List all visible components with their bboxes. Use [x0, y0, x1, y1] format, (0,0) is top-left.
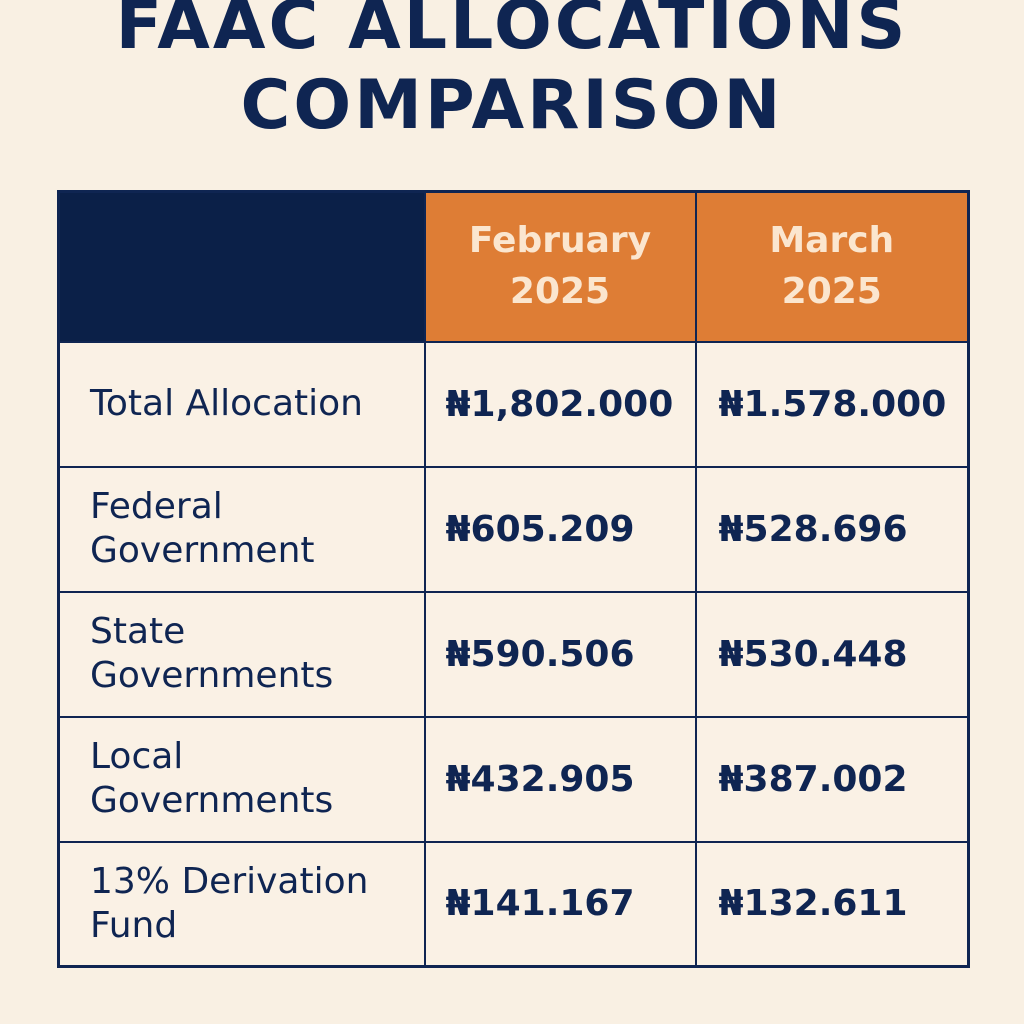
value-february: ₦1,802.000	[423, 340, 697, 468]
header-march: March 2025	[694, 190, 970, 343]
table-row: State Governments ₦590.506 ₦530.448	[57, 590, 970, 718]
table-row: 13% Derivation Fund ₦141.167 ₦132.611	[57, 840, 970, 968]
row-label-local-governments: Local Governments	[57, 715, 426, 843]
table-row: Federal Government ₦605.209 ₦528.696	[57, 465, 970, 593]
header-march-year: 2025	[781, 270, 882, 312]
value-march: ₦387.002	[694, 715, 970, 843]
row-label-line: 13% Derivation	[90, 860, 369, 902]
row-label-line: State	[90, 611, 186, 653]
page-title: FAAC ALLOCATIONS	[115, 0, 909, 65]
header-february-month: February	[468, 220, 652, 262]
value-march: ₦528.696	[694, 465, 970, 593]
row-label-line: Governments	[90, 655, 334, 696]
header-blank-cell	[57, 190, 426, 343]
allocation-table: February 2025 March 2025 Total Allocatio…	[57, 190, 970, 968]
page-title-line2: COMPARISON	[240, 66, 784, 145]
row-label-state-governments: State Governments	[57, 590, 426, 718]
table-row: Total Allocation ₦1,802.000 ₦1.578.000	[57, 340, 970, 468]
table-header-row: February 2025 March 2025	[57, 190, 970, 343]
value-march: ₦132.611	[694, 840, 970, 968]
row-label-federal-government: Federal Government	[57, 465, 426, 593]
value-february: ₦590.506	[423, 590, 697, 718]
row-label-line: Total Allocation	[90, 383, 363, 425]
row-label-line: Government	[90, 530, 315, 571]
row-label-derivation-fund: 13% Derivation Fund	[57, 840, 426, 968]
header-february-year: 2025	[509, 270, 611, 312]
value-february: ₦432.905	[423, 715, 697, 843]
row-label-line: Local	[90, 736, 184, 778]
row-label-line: Fund	[90, 904, 178, 946]
row-label-total-allocation: Total Allocation	[57, 340, 426, 468]
header-march-month: March	[769, 220, 895, 262]
value-february: ₦605.209	[423, 465, 697, 593]
table-row: Local Governments ₦432.905 ₦387.002	[57, 715, 970, 843]
value-february: ₦141.167	[423, 840, 697, 968]
value-march: ₦530.448	[694, 590, 970, 718]
value-march: ₦1.578.000	[694, 340, 970, 468]
row-label-line: Governments	[90, 780, 334, 821]
row-label-line: Federal	[90, 486, 223, 528]
header-february: February 2025	[423, 190, 697, 343]
